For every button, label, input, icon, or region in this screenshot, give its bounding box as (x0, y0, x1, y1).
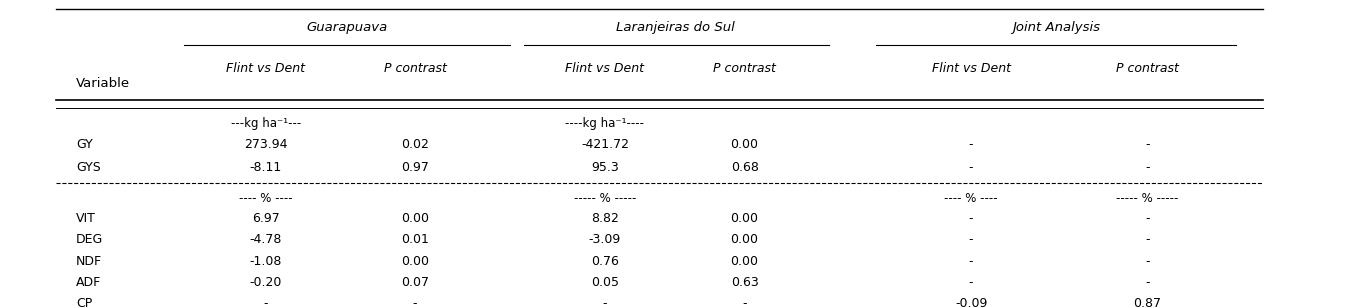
Text: ----kg ha⁻¹----: ----kg ha⁻¹---- (565, 117, 644, 130)
Text: -: - (1146, 161, 1150, 174)
Text: -: - (969, 212, 973, 225)
Text: 273.94: 273.94 (245, 138, 288, 151)
Text: 0.00: 0.00 (401, 212, 429, 225)
Text: 95.3: 95.3 (591, 161, 618, 174)
Text: 0.00: 0.00 (731, 233, 758, 246)
Text: -0.20: -0.20 (250, 276, 283, 289)
Text: 0.00: 0.00 (731, 212, 758, 225)
Text: ----- % -----: ----- % ----- (573, 192, 636, 205)
Text: -: - (264, 297, 268, 308)
Text: -4.78: -4.78 (250, 233, 283, 246)
Text: GYS: GYS (76, 161, 101, 174)
Text: 0.00: 0.00 (731, 138, 758, 151)
Text: 0.00: 0.00 (401, 255, 429, 268)
Text: ADF: ADF (76, 276, 101, 289)
Text: Variable: Variable (76, 77, 130, 90)
Text: -: - (742, 297, 747, 308)
Text: Flint vs Dent: Flint vs Dent (227, 62, 306, 75)
Text: -: - (1146, 233, 1150, 246)
Text: P contrast: P contrast (1116, 62, 1178, 75)
Text: ----- % -----: ----- % ----- (1116, 192, 1178, 205)
Text: -: - (969, 255, 973, 268)
Text: 0.87: 0.87 (1133, 297, 1162, 308)
Text: -: - (1146, 212, 1150, 225)
Text: -1.08: -1.08 (250, 255, 283, 268)
Text: -: - (1146, 276, 1150, 289)
Text: -: - (969, 233, 973, 246)
Text: -: - (969, 276, 973, 289)
Text: 0.76: 0.76 (591, 255, 618, 268)
Text: 0.05: 0.05 (591, 276, 618, 289)
Text: ---- % ----: ---- % ---- (945, 192, 998, 205)
Text: Flint vs Dent: Flint vs Dent (931, 62, 1011, 75)
Text: 0.97: 0.97 (401, 161, 429, 174)
Text: 0.01: 0.01 (401, 233, 429, 246)
Text: -: - (1146, 255, 1150, 268)
Text: 0.02: 0.02 (401, 138, 429, 151)
Text: Laranjeiras do Sul: Laranjeiras do Sul (616, 21, 735, 34)
Text: DEG: DEG (76, 233, 103, 246)
Text: -: - (969, 161, 973, 174)
Text: Flint vs Dent: Flint vs Dent (565, 62, 644, 75)
Text: 0.68: 0.68 (731, 161, 758, 174)
Text: Joint Analysis: Joint Analysis (1012, 21, 1101, 34)
Text: VIT: VIT (76, 212, 96, 225)
Text: ---- % ----: ---- % ---- (239, 192, 292, 205)
Text: -: - (602, 297, 607, 308)
Text: CP: CP (76, 297, 92, 308)
Text: -: - (969, 138, 973, 151)
Text: ---kg ha⁻¹---: ---kg ha⁻¹--- (231, 117, 300, 130)
Text: GY: GY (76, 138, 92, 151)
Text: -: - (413, 297, 417, 308)
Text: P contrast: P contrast (713, 62, 776, 75)
Text: -: - (1146, 138, 1150, 151)
Text: -0.09: -0.09 (955, 297, 987, 308)
Text: -3.09: -3.09 (588, 233, 621, 246)
Text: Guarapuava: Guarapuava (307, 21, 387, 34)
Text: 6.97: 6.97 (251, 212, 280, 225)
Text: NDF: NDF (76, 255, 102, 268)
Text: -421.72: -421.72 (580, 138, 629, 151)
Text: P contrast: P contrast (383, 62, 447, 75)
Text: 0.07: 0.07 (401, 276, 429, 289)
Text: 8.82: 8.82 (591, 212, 618, 225)
Text: -8.11: -8.11 (250, 161, 281, 174)
Text: 0.00: 0.00 (731, 255, 758, 268)
Text: 0.63: 0.63 (731, 276, 758, 289)
